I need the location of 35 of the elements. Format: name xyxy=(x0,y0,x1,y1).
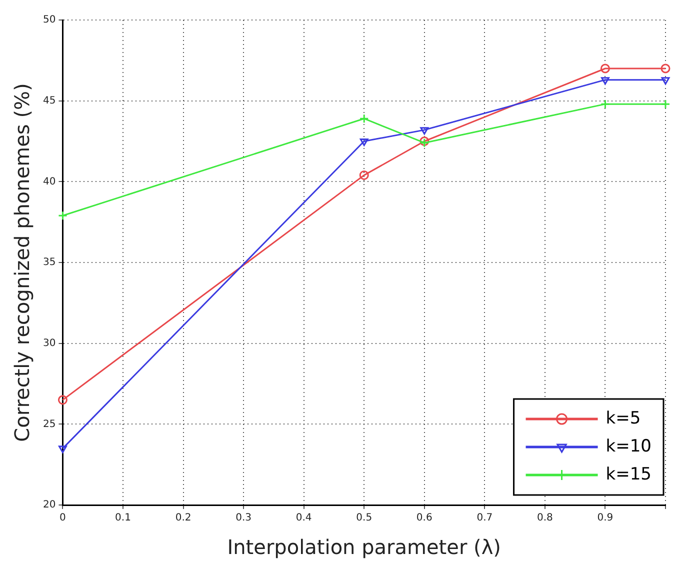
legend-label: k=15 xyxy=(606,464,652,484)
x-axis-title: Interpolation parameter (λ) xyxy=(227,535,501,560)
point xyxy=(359,170,369,180)
point xyxy=(58,210,68,220)
x-tick-label: 0.2 xyxy=(175,512,192,524)
point xyxy=(58,446,67,454)
point xyxy=(600,99,610,109)
y-tick-label: 20 xyxy=(42,500,56,511)
point xyxy=(660,64,670,74)
legend-label: k=5 xyxy=(606,408,641,428)
point xyxy=(420,127,429,135)
y-tick-label: 35 xyxy=(42,257,56,268)
y-tick-label: 25 xyxy=(42,418,56,430)
point xyxy=(360,138,368,146)
point xyxy=(661,77,670,85)
x-tick-label: 0.7 xyxy=(476,512,493,524)
point xyxy=(58,395,68,405)
y-tick-label: 50 xyxy=(42,14,56,26)
x-tick-label: 0.1 xyxy=(115,512,131,524)
x-tick-label: 0 xyxy=(60,512,66,524)
x-tick-label: 0.8 xyxy=(536,512,553,524)
point xyxy=(600,64,610,74)
y-tick-label: 45 xyxy=(42,95,56,106)
y-tick-label: 30 xyxy=(42,338,56,349)
x-tick-label: 0.5 xyxy=(356,512,372,524)
y-tick-label: 40 xyxy=(42,176,56,188)
x-tick-label: 0.6 xyxy=(416,512,432,524)
x-tick-label: 0.3 xyxy=(236,512,252,524)
x-tick-label: 0.4 xyxy=(296,512,312,524)
point xyxy=(660,99,670,109)
point xyxy=(601,77,610,85)
legend-label: k=10 xyxy=(606,436,652,456)
x-tick-label: 0.9 xyxy=(597,512,614,524)
point xyxy=(359,114,369,124)
y-axis-title: Correctly recognized phonemes (%) xyxy=(10,83,34,442)
